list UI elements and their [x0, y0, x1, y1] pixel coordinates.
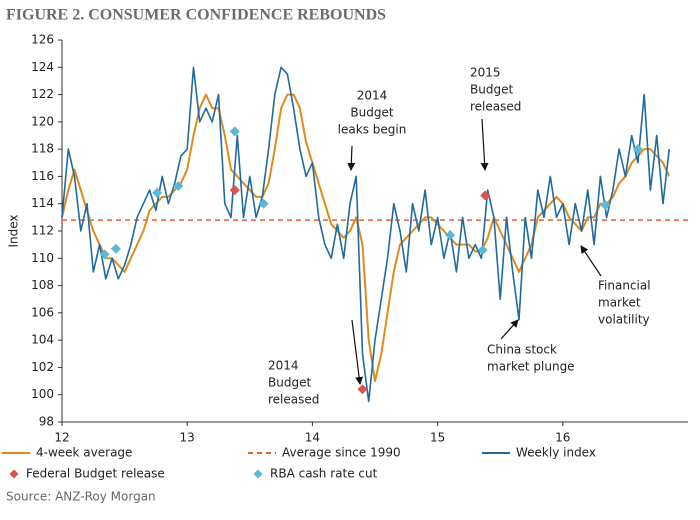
legend-swatch [253, 469, 263, 479]
annotation: China stock [487, 343, 557, 357]
source: Source: ANZ-Roy Morgan [6, 490, 156, 504]
y-tick-label: 102 [31, 360, 54, 374]
y-tick-label: 110 [31, 251, 54, 265]
y-tick-label: 106 [31, 305, 54, 319]
x-tick-label: 12 [54, 431, 69, 445]
y-tick-label: 120 [31, 114, 54, 128]
y-tick-label: 100 [31, 387, 54, 401]
arrow [500, 319, 519, 340]
marker [480, 190, 491, 201]
arrow [480, 118, 489, 171]
marker [632, 144, 643, 155]
annotation: Budget [268, 376, 311, 390]
line-series [61, 66, 670, 403]
marker [477, 245, 488, 256]
marker [445, 230, 456, 241]
arrow [347, 145, 356, 171]
y-tick-label: 126 [31, 33, 54, 47]
annotation: Budget [350, 106, 393, 120]
y-tick-label: 104 [31, 333, 54, 347]
annotation: volatility [598, 313, 650, 327]
y-tick-label: 112 [31, 224, 54, 238]
chart-title: FIGURE 2. CONSUMER CONFIDENCE REBOUNDS [6, 7, 386, 24]
legend-label: Weekly index [516, 446, 596, 460]
legend-label: Federal Budget release [26, 467, 165, 481]
y-tick-label: 108 [31, 278, 54, 292]
x-tick-label: 14 [305, 431, 320, 445]
marker [99, 249, 110, 260]
y-tick-label: 122 [31, 87, 54, 101]
marker [258, 198, 269, 209]
annotation: released [470, 100, 521, 114]
y-tick-label: 98 [39, 415, 54, 429]
legend-label: 4-week average [36, 446, 132, 460]
marker [357, 384, 368, 395]
y-tick-label: 116 [31, 169, 54, 183]
marker [152, 187, 163, 198]
arrow [351, 319, 364, 385]
annotation: 2014 [357, 89, 388, 103]
y-tick-label: 114 [31, 196, 54, 210]
legend-swatch [9, 469, 19, 479]
line-series [61, 93, 671, 383]
arrow [580, 245, 602, 277]
annotation: Financial [598, 279, 651, 293]
annotation: leaks begin [338, 123, 407, 137]
y-axis-label: Index [7, 214, 21, 247]
legend-label: Average since 1990 [282, 446, 401, 460]
annotation: Budget [470, 83, 513, 97]
marker [110, 243, 121, 254]
y-tick-label: 118 [31, 142, 54, 156]
annotation: released [268, 393, 319, 407]
x-tick-label: 15 [430, 431, 445, 445]
marker [229, 185, 240, 196]
annotation: market plunge [487, 360, 575, 374]
annotation: 2014 [268, 359, 299, 373]
marker [229, 126, 240, 137]
marker [173, 180, 184, 191]
marker [600, 200, 611, 211]
y-tick-label: 124 [31, 60, 54, 74]
x-tick-label: 13 [180, 431, 195, 445]
x-tick-label: 16 [555, 431, 570, 445]
annotation: 2015 [470, 66, 501, 80]
legend-label: RBA cash rate cut [270, 467, 378, 481]
annotation: market [598, 296, 641, 310]
